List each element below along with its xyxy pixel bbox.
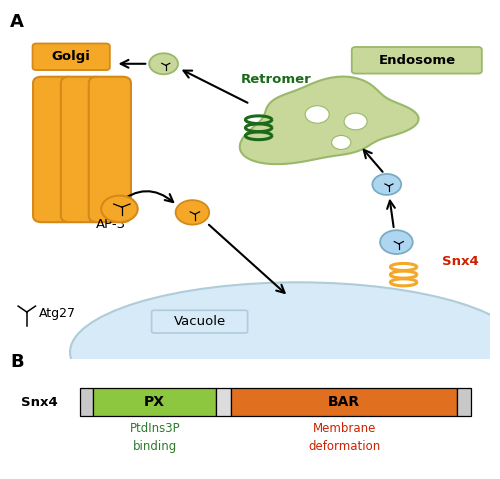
Text: Snx4: Snx4 xyxy=(21,396,58,409)
Text: binding: binding xyxy=(132,440,177,453)
Text: Vacuole: Vacuole xyxy=(174,315,226,328)
Circle shape xyxy=(149,53,178,74)
Circle shape xyxy=(305,106,329,123)
Ellipse shape xyxy=(70,282,500,422)
Text: Snx4: Snx4 xyxy=(442,255,479,268)
Text: PX: PX xyxy=(144,395,165,410)
Circle shape xyxy=(332,136,351,149)
Circle shape xyxy=(372,174,401,195)
Text: Membrane: Membrane xyxy=(312,422,376,435)
FancyBboxPatch shape xyxy=(33,77,76,222)
FancyBboxPatch shape xyxy=(32,44,110,70)
Text: BAR: BAR xyxy=(328,395,360,410)
Text: B: B xyxy=(10,354,24,371)
Text: Retromer: Retromer xyxy=(241,73,312,86)
Circle shape xyxy=(380,230,412,254)
Circle shape xyxy=(344,113,367,130)
Text: AP-3: AP-3 xyxy=(96,218,126,231)
Bar xyxy=(80,388,93,416)
Bar xyxy=(216,388,231,416)
Circle shape xyxy=(176,200,209,225)
Text: A: A xyxy=(10,13,24,31)
Text: PtdIns3P: PtdIns3P xyxy=(130,422,180,435)
FancyBboxPatch shape xyxy=(88,77,131,222)
Text: Golgi: Golgi xyxy=(52,50,90,63)
Text: Endosome: Endosome xyxy=(378,54,456,67)
Text: Atg27: Atg27 xyxy=(39,308,76,320)
Circle shape xyxy=(101,195,138,222)
Bar xyxy=(231,388,458,416)
FancyBboxPatch shape xyxy=(61,77,103,222)
Polygon shape xyxy=(240,77,418,164)
FancyBboxPatch shape xyxy=(352,47,482,74)
Bar xyxy=(93,388,216,416)
Text: deformation: deformation xyxy=(308,440,380,453)
Bar xyxy=(458,388,471,416)
FancyBboxPatch shape xyxy=(152,310,248,333)
